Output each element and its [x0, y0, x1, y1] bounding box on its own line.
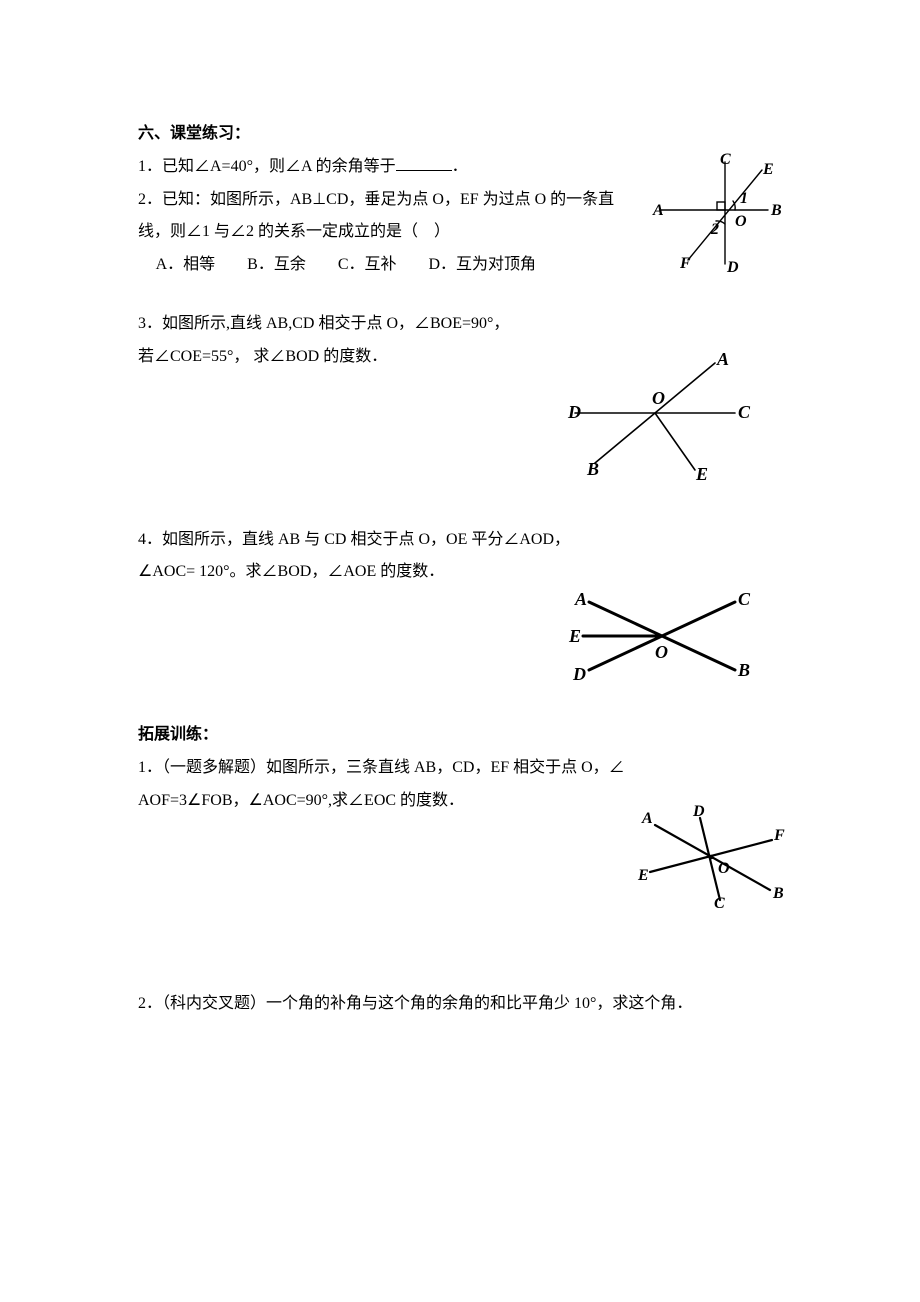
figure-q4-svg: A B C D E O	[545, 580, 770, 700]
fig3-label-E: E	[695, 464, 708, 484]
fig2-label-D: D	[726, 259, 739, 276]
fig5-label-D: D	[692, 803, 705, 820]
fig3-label-A: A	[716, 349, 729, 369]
figure-q3-svg: D C A B E O	[540, 345, 770, 485]
e1-line1: 1．（一题多解题）如图所示，三条直线 AB，CD，EF 相交于点 O，∠	[138, 752, 782, 785]
fig5-label-C: C	[714, 895, 725, 912]
figure-q2-svg: A B C D E F O 1 2	[640, 152, 785, 277]
fig4-label-C: C	[738, 589, 751, 609]
fig2-label-2: 2	[710, 221, 719, 238]
fig4-label-A: A	[574, 589, 587, 609]
section-title-extension: 拓展训练：	[138, 719, 782, 752]
fig2-label-B: B	[770, 202, 782, 219]
fig2-label-F: F	[679, 255, 691, 272]
fig2-label-1: 1	[740, 190, 748, 207]
figure-q2: A B C D E F O 1 2	[640, 152, 785, 290]
fig3-label-D: D	[567, 402, 581, 422]
fig3-label-O: O	[652, 388, 665, 408]
fig2-label-O: O	[735, 213, 747, 230]
fig5-label-A: A	[641, 810, 653, 827]
e2-text: 2．（科内交叉题）一个角的补角与这个角的余角的和比平角少 10°，求这个角．	[138, 988, 782, 1021]
fig5-label-E: E	[637, 867, 649, 884]
q4-line1: 4．如图所示，直线 AB 与 CD 相交于点 O，OE 平分∠AOD，	[138, 524, 782, 557]
fig3-label-B: B	[586, 459, 599, 479]
fig3-label-C: C	[738, 402, 751, 422]
page: 六、课堂练习： 1．已知∠A=40°，则∠A 的余角等于． 2．已知：如图所示，…	[0, 0, 920, 1302]
fig2-label-E: E	[762, 161, 774, 178]
fig4-label-E: E	[568, 626, 581, 646]
figure-q3: D C A B E O	[540, 345, 770, 498]
fig4-label-B: B	[737, 660, 750, 680]
section-title-exercises: 六、课堂练习：	[138, 118, 782, 151]
fig5-label-O: O	[718, 860, 730, 877]
figure-e1-svg: A B C D E F O	[620, 800, 790, 915]
fig5-label-B: B	[772, 885, 784, 902]
fig5-label-F: F	[773, 827, 785, 844]
fig4-label-O: O	[655, 642, 668, 662]
q3-line1: 3．如图所示,直线 AB,CD 相交于点 O，∠BOE=90°，	[138, 308, 782, 341]
figure-q4: A B C D E O	[545, 580, 770, 713]
fig2-label-C: C	[720, 152, 731, 168]
fig4-label-D: D	[572, 664, 586, 684]
fig2-label-A: A	[652, 202, 664, 219]
q1-blank	[396, 155, 452, 171]
figure-e1: A B C D E F O	[620, 800, 790, 928]
q1-prefix: 1．已知∠A=40°，则∠A 的余角等于	[138, 158, 396, 175]
q1-suffix: ．	[452, 158, 468, 175]
